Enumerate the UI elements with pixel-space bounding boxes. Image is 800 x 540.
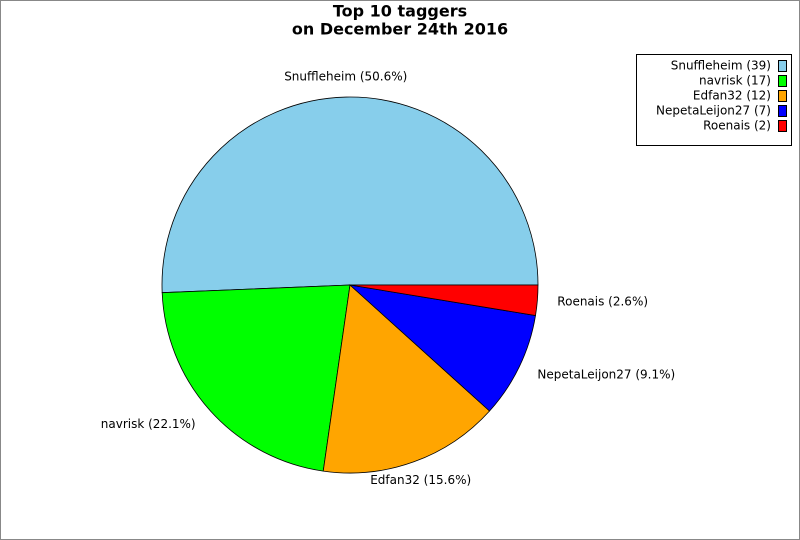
pie-slice bbox=[161, 284, 351, 472]
slice-label: navrisk (22.1%) bbox=[101, 417, 196, 431]
slice-label: Roenais (2.6%) bbox=[557, 294, 648, 308]
slice-label: NepetaLeijon27 (9.1%) bbox=[537, 368, 675, 382]
chart-title: Top 10 taggers bbox=[333, 2, 467, 21]
chart-subtitle: on December 24th 2016 bbox=[292, 20, 508, 39]
pie-slice bbox=[348, 284, 536, 412]
pie-slice bbox=[349, 284, 539, 317]
legend-swatch bbox=[778, 105, 787, 117]
legend-swatch bbox=[778, 60, 787, 72]
legend-label: navrisk (17) bbox=[699, 74, 771, 88]
pie-slice bbox=[322, 284, 491, 474]
slice-label: Snuffleheim (50.6%) bbox=[284, 70, 407, 84]
legend-swatch bbox=[778, 90, 787, 102]
pie-slice bbox=[161, 96, 539, 294]
legend-label: Roenais (2) bbox=[703, 119, 771, 133]
legend-swatch bbox=[778, 120, 787, 132]
legend-label: NepetaLeijon27 (7) bbox=[656, 104, 771, 118]
legend-label: Snuffleheim (39) bbox=[671, 59, 771, 73]
legend-swatch bbox=[778, 75, 787, 87]
legend-label: Edfan32 (12) bbox=[693, 89, 771, 103]
legend-box bbox=[636, 54, 792, 146]
slice-label: Edfan32 (15.6%) bbox=[370, 473, 471, 487]
